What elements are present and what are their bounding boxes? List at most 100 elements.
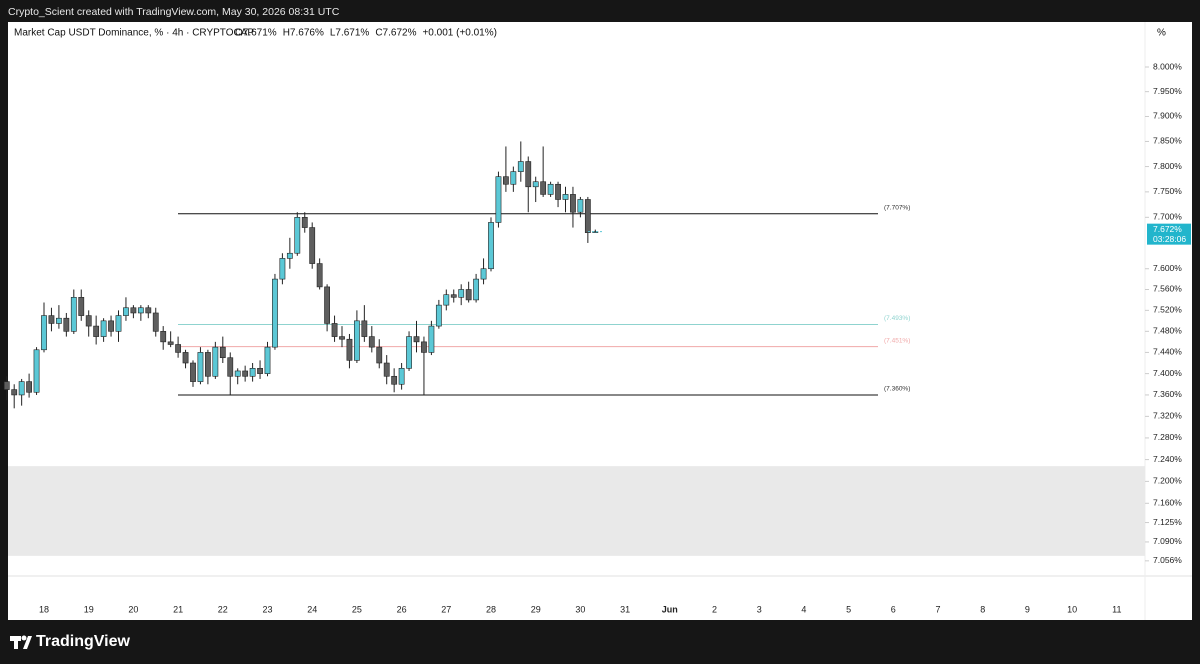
candle-body: [562, 194, 569, 200]
candle-body: [502, 176, 509, 185]
brand-logo: [10, 635, 32, 649]
brand: TradingView: [36, 633, 131, 650]
candle-body: [532, 181, 539, 188]
y-tick-label: 7.480%: [1153, 326, 1182, 336]
x-tick-label: Jun: [662, 604, 678, 614]
candle-body: [324, 286, 330, 324]
y-tick-label: 7.850%: [1153, 136, 1182, 146]
candle-body: [465, 289, 472, 301]
credit: Crypto_Scient created with TradingView.c…: [8, 6, 340, 18]
candle-body: [279, 258, 286, 280]
candle-body: [182, 352, 189, 364]
candle-body: [272, 278, 278, 348]
candle-body: [190, 362, 196, 382]
level-label: (7.451%): [884, 337, 910, 344]
candle-body: [100, 320, 107, 337]
y-tick-label: 7.056%: [1153, 555, 1182, 565]
candle-body: [212, 346, 219, 377]
x-tick-label: 3: [757, 604, 762, 614]
candle-body: [137, 307, 144, 314]
logo-stem: [14, 636, 18, 649]
candle-body: [525, 161, 532, 188]
y-tick-label: 7.900%: [1153, 111, 1182, 121]
x-tick-label: 28: [486, 604, 496, 614]
candle-body: [11, 389, 18, 396]
y-tick-label: 7.560%: [1153, 284, 1182, 294]
level-label: (7.707%): [884, 204, 910, 211]
y-tick-label: 7.950%: [1153, 86, 1182, 96]
y-tick-label: 7.360%: [1153, 389, 1182, 399]
chart-title: Market Cap USDT Dominance, % · 4h · CRYP…: [14, 28, 254, 39]
candle-body: [555, 183, 561, 200]
candle-body: [376, 346, 383, 364]
level-label: (7.493%): [884, 315, 910, 322]
candle-body: [428, 325, 435, 353]
x-tick-label: 19: [84, 604, 94, 614]
candle-body: [249, 368, 256, 377]
candle-body: [160, 331, 167, 343]
candle-body: [346, 338, 353, 361]
candle-body: [219, 346, 226, 359]
y-tick-label: 7.200%: [1153, 476, 1182, 486]
candle-body: [421, 341, 427, 353]
candle-body: [85, 315, 92, 327]
x-tick-label: 21: [173, 604, 183, 614]
y-tick-label: 7.400%: [1153, 368, 1182, 378]
candle-body: [361, 320, 368, 337]
x-tick-label: 4: [801, 604, 806, 614]
x-tick-label: 8: [980, 604, 985, 614]
candle-body: [41, 315, 47, 351]
candle-body: [264, 346, 271, 374]
candle-body: [331, 323, 338, 337]
candle-body: [227, 357, 234, 377]
x-tick-label: 18: [39, 604, 49, 614]
ohlc-readout: H7.676%: [283, 28, 324, 39]
candle-body: [152, 312, 159, 332]
ohlc-readout: L7.671%: [330, 28, 370, 39]
y-tick-label: 7.320%: [1153, 411, 1182, 421]
candle-body: [167, 341, 174, 345]
x-tick-label: 5: [846, 604, 851, 614]
candle-body: [577, 199, 584, 213]
x-tick-label: 7: [935, 604, 940, 614]
y-tick-label: 7.160%: [1153, 498, 1182, 508]
candle-body: [63, 317, 70, 332]
candle-body: [3, 381, 10, 390]
ohlc-readout: O7.671%: [235, 28, 277, 39]
candle-body: [398, 368, 405, 385]
candle-body: [443, 294, 450, 306]
candle-body: [175, 344, 181, 353]
candle-body: [517, 161, 524, 172]
candle-body: [108, 320, 114, 332]
last-price-label: 7.672%: [1153, 224, 1182, 234]
candle-body: [391, 375, 398, 385]
y-tick-label: 7.280%: [1153, 432, 1182, 442]
candle-body: [123, 307, 129, 316]
candle-body: [406, 336, 412, 369]
level-label: (7.360%): [884, 386, 910, 393]
y-tick-label: 7.700%: [1153, 212, 1182, 222]
x-tick-label: 22: [218, 604, 228, 614]
candle-body: [78, 297, 85, 316]
candle-body: [242, 370, 249, 377]
countdown: 03:28:06: [1153, 234, 1186, 244]
y-tick-label: 7.750%: [1153, 186, 1182, 196]
last-price-box: [1147, 223, 1191, 245]
ohlc-readout: C7.672%: [375, 28, 416, 39]
x-tick-label: 26: [397, 604, 407, 614]
candle-body: [286, 252, 293, 259]
candle-body: [130, 307, 137, 314]
candle-body: [316, 263, 323, 288]
candle-body: [495, 176, 502, 223]
candle-body: [93, 325, 100, 337]
candle-body: [488, 222, 494, 270]
candle-body: [70, 297, 77, 332]
x-tick-label: 25: [352, 604, 362, 614]
logo-slash: [23, 636, 32, 649]
x-tick-label: 30: [575, 604, 585, 614]
x-tick-label: 11: [1112, 604, 1121, 614]
candle-body: [115, 315, 122, 332]
y-tick-label: 7.240%: [1153, 454, 1182, 464]
x-tick-label: 29: [531, 604, 541, 614]
